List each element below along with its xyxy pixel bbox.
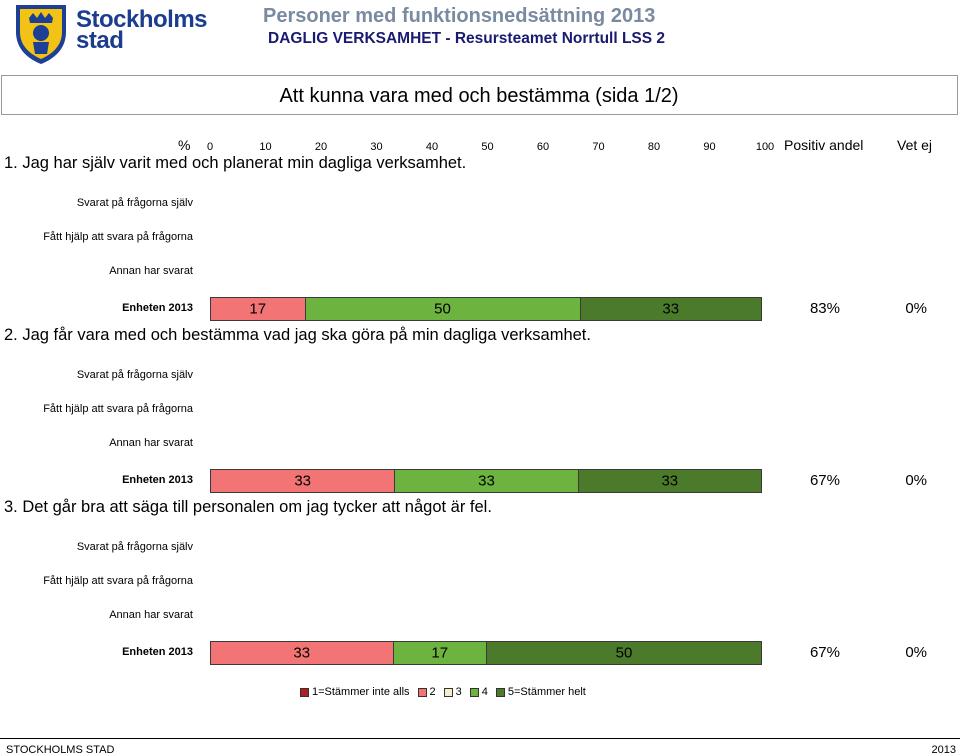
- brand-name-line2: stad: [76, 27, 124, 54]
- axis-tick-label: 50: [481, 141, 494, 153]
- segment-value-label: 17: [249, 300, 267, 318]
- row-label: Fått hjälp att svara på frågorna: [43, 403, 193, 415]
- segment-value-label: 33: [661, 472, 679, 490]
- stockholm-crest-logo: [16, 5, 66, 64]
- vetej-value: 0%: [905, 644, 927, 661]
- bar-segment: 33: [211, 470, 395, 492]
- bar-segment: 33: [211, 642, 393, 664]
- footer-divider: [0, 738, 960, 739]
- stacked-bar: 33 17 50: [210, 641, 762, 665]
- axis-tick-label: 10: [259, 141, 272, 153]
- row-label: Fått hjälp att svara på frågorna: [43, 575, 193, 587]
- row-label: Enheten 2013: [122, 302, 193, 314]
- axis-tick-label: 90: [703, 141, 716, 153]
- stacked-bar: 17 50 33: [210, 297, 762, 321]
- legend-item: 3: [443, 686, 462, 698]
- report-subtitle: DAGLIG VERKSAMHET - Resursteamet Norrtul…: [268, 30, 666, 47]
- segment-value-label: 50: [434, 300, 451, 318]
- positive-share-value: 67%: [809, 472, 840, 489]
- vetej-column-header: Vet ej: [897, 137, 933, 153]
- row-label: Fått hjälp att svara på frågorna: [43, 231, 193, 243]
- section-title: Att kunna vara med och bestämma (sida 1/…: [279, 85, 679, 107]
- question-title: 3. Det går bra att säga till personalen …: [4, 498, 492, 516]
- brand-name: Stockholms: [76, 6, 208, 33]
- segment-value-label: 33: [293, 644, 311, 662]
- axis-tick-label: 40: [425, 141, 439, 153]
- bar-segment: 50: [304, 298, 580, 320]
- row-label: Svarat på frågorna själv: [76, 197, 193, 209]
- legend-swatch: [417, 687, 427, 697]
- segment-value-label: 33: [294, 472, 311, 490]
- row-label: Annan har svarat: [109, 609, 193, 621]
- legend-label: 3: [455, 686, 462, 698]
- positive-share-value: 83%: [809, 300, 840, 317]
- legend-label: 4: [481, 686, 488, 698]
- section-box: [1, 75, 958, 115]
- vetej-value: 0%: [905, 472, 927, 489]
- legend-item: 4: [469, 686, 488, 698]
- axis-tick-label: 70: [592, 141, 605, 153]
- bar-segment: 33: [577, 470, 761, 492]
- axis-label: %: [178, 137, 191, 153]
- axis-tick-label: 20: [314, 141, 328, 153]
- axis-tick-label: 100: [755, 141, 775, 153]
- row-label: Enheten 2013: [122, 646, 193, 658]
- axis-tick-label: 60: [536, 141, 550, 153]
- legend-swatch: [443, 687, 453, 697]
- footer-organization: STOCKHOLMS STAD: [6, 744, 115, 756]
- question-title: 2. Jag får vara med och bestämma vad jag…: [4, 326, 591, 344]
- legend-swatch: [300, 687, 309, 697]
- question-title: 1. Jag har själv varit med och planerat …: [4, 154, 467, 172]
- positive-share-value: 67%: [809, 644, 840, 661]
- row-label: Annan har svarat: [109, 437, 193, 449]
- stacked-bar: 33 33 33: [210, 469, 762, 493]
- bar-segment: 33: [579, 298, 761, 320]
- bar-segment: 33: [394, 470, 578, 492]
- legend: 1=Stämmer inte alls 2 3 4 5=Stämmer helt: [300, 685, 594, 699]
- segment-value-label: 33: [478, 472, 495, 490]
- legend-item: 1=Stämmer inte alls: [300, 686, 410, 698]
- axis-tick-label: 80: [647, 141, 661, 153]
- row-label: Annan har svarat: [109, 265, 193, 277]
- vetej-value: 0%: [905, 300, 927, 317]
- segment-value-label: 17: [431, 644, 449, 662]
- legend-item: 5=Stämmer helt: [495, 686, 586, 698]
- legend-label: 5=Stämmer helt: [507, 686, 586, 698]
- row-label: Svarat på frågorna själv: [76, 369, 193, 381]
- axis-tick-label: 0: [206, 141, 214, 153]
- legend-label: 2: [429, 686, 436, 698]
- bar-segment: 17: [211, 298, 305, 320]
- row-label: Enheten 2013: [122, 474, 193, 486]
- positive-column-header: Positiv andel: [784, 137, 864, 153]
- segment-value-label: 33: [662, 300, 680, 318]
- legend-label: 1=Stämmer inte alls: [312, 686, 410, 698]
- legend-swatch: [469, 687, 479, 697]
- report-title: Personer med funktionsnedsättning 2013: [263, 5, 656, 27]
- row-label: Svarat på frågorna själv: [76, 541, 193, 553]
- segment-value-label: 50: [615, 644, 633, 662]
- bar-segment: 17: [392, 642, 486, 664]
- footer-year: 2013: [931, 744, 956, 756]
- legend-swatch: [495, 687, 505, 697]
- legend-item: 2: [417, 686, 436, 698]
- bar-segment: 50: [486, 642, 761, 664]
- axis-tick-label: 30: [370, 141, 383, 153]
